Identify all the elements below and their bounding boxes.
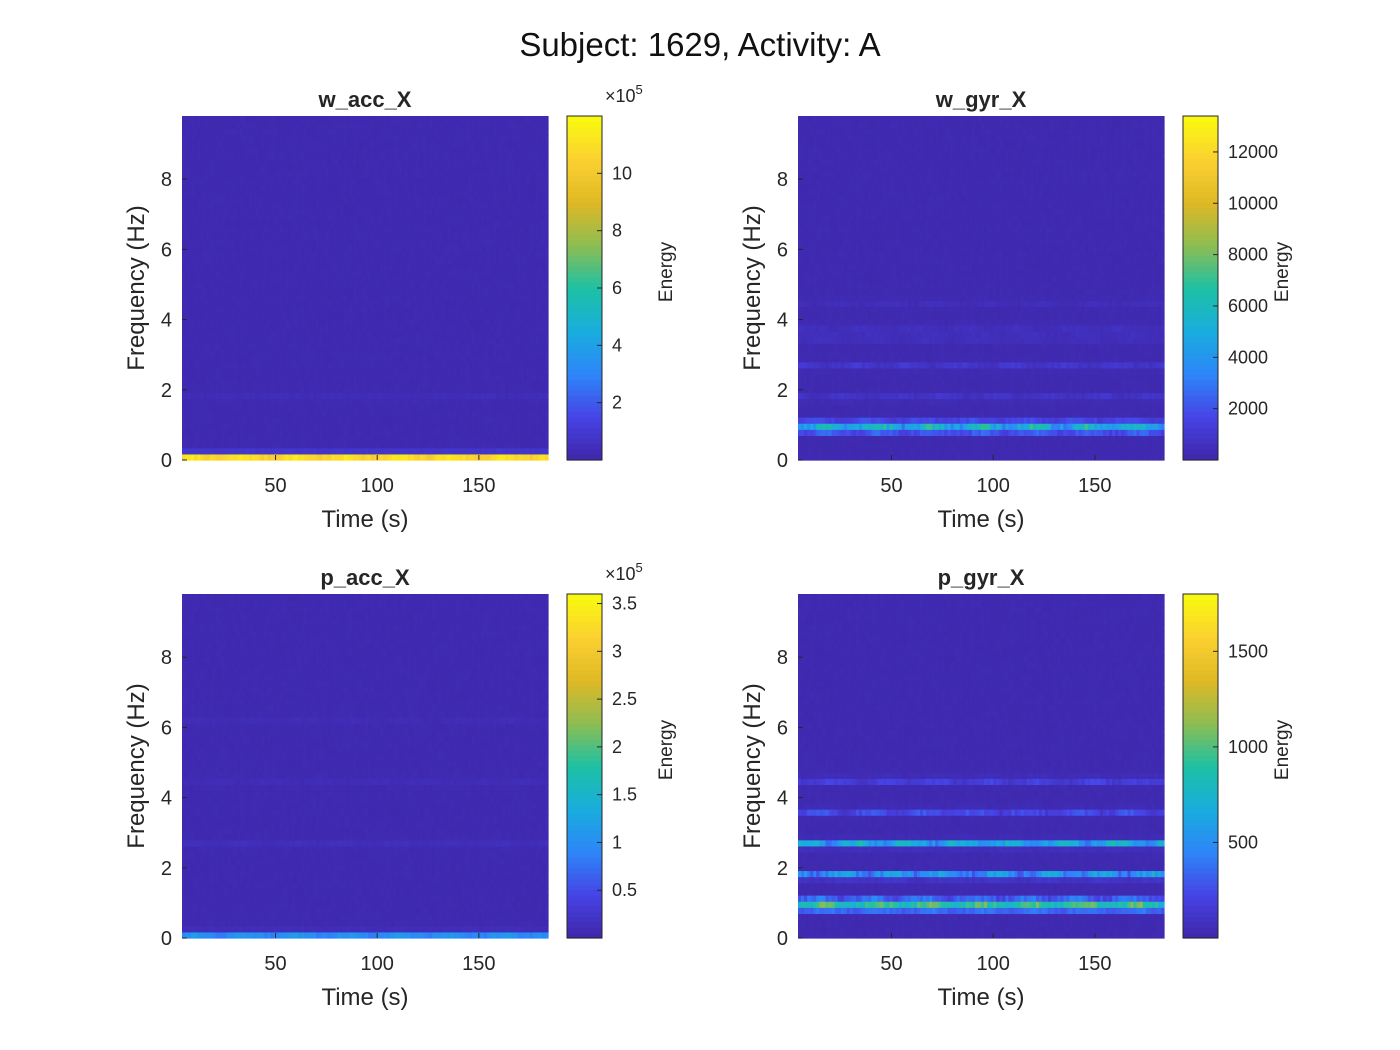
- heatmap-cell: [545, 214, 549, 221]
- heatmap-cell: [545, 423, 549, 430]
- heatmap-cell: [545, 405, 549, 412]
- heatmap-cell: [545, 270, 549, 277]
- heatmap-cell: [545, 313, 549, 320]
- heatmap-cell: [545, 411, 549, 418]
- heatmap-cell: [545, 233, 549, 240]
- heatmap-cell: [545, 442, 549, 449]
- heatmap-cell: [545, 448, 549, 455]
- heatmap-cell: [545, 399, 549, 406]
- heatmap-cell: [545, 319, 549, 326]
- heatmap-cell: [545, 337, 549, 344]
- heatmap-cell: [545, 362, 549, 369]
- heatmap-cell: [545, 392, 549, 399]
- heatmap-cell: [545, 343, 549, 350]
- heatmap-cell: [545, 435, 549, 442]
- heatmap-cell: [545, 368, 549, 375]
- heatmap-cell: [545, 208, 549, 215]
- heatmap-cell: [545, 239, 549, 246]
- heatmap-cell: [545, 263, 549, 270]
- heatmap-cell: [545, 251, 549, 258]
- heatmap-cell: [545, 276, 549, 283]
- heatmap-cell: [545, 374, 549, 381]
- heatmap-cell: [545, 245, 549, 252]
- heatmap-cell: [545, 417, 549, 424]
- heatmap-cell: [545, 349, 549, 356]
- heatmap-cell: [545, 257, 549, 264]
- heatmap-cell: [545, 386, 549, 393]
- heatmap-cell: [545, 282, 549, 289]
- heatmap-cell: [545, 331, 549, 338]
- heatmap-cell: [545, 356, 549, 363]
- heatmap-cell: [545, 380, 549, 387]
- heatmap-cell: [545, 288, 549, 295]
- heatmap-cell: [545, 220, 549, 227]
- heatmap-cell: [545, 454, 549, 461]
- heatmap-cell: [545, 306, 549, 313]
- heatmap-cell: [545, 325, 549, 332]
- heatmap-cell: [545, 294, 549, 301]
- heatmap-cell: [545, 429, 549, 436]
- heatmap-cell: [545, 300, 549, 307]
- heatmap-cells: [182, 116, 549, 461]
- heatmap-cell: [545, 227, 549, 234]
